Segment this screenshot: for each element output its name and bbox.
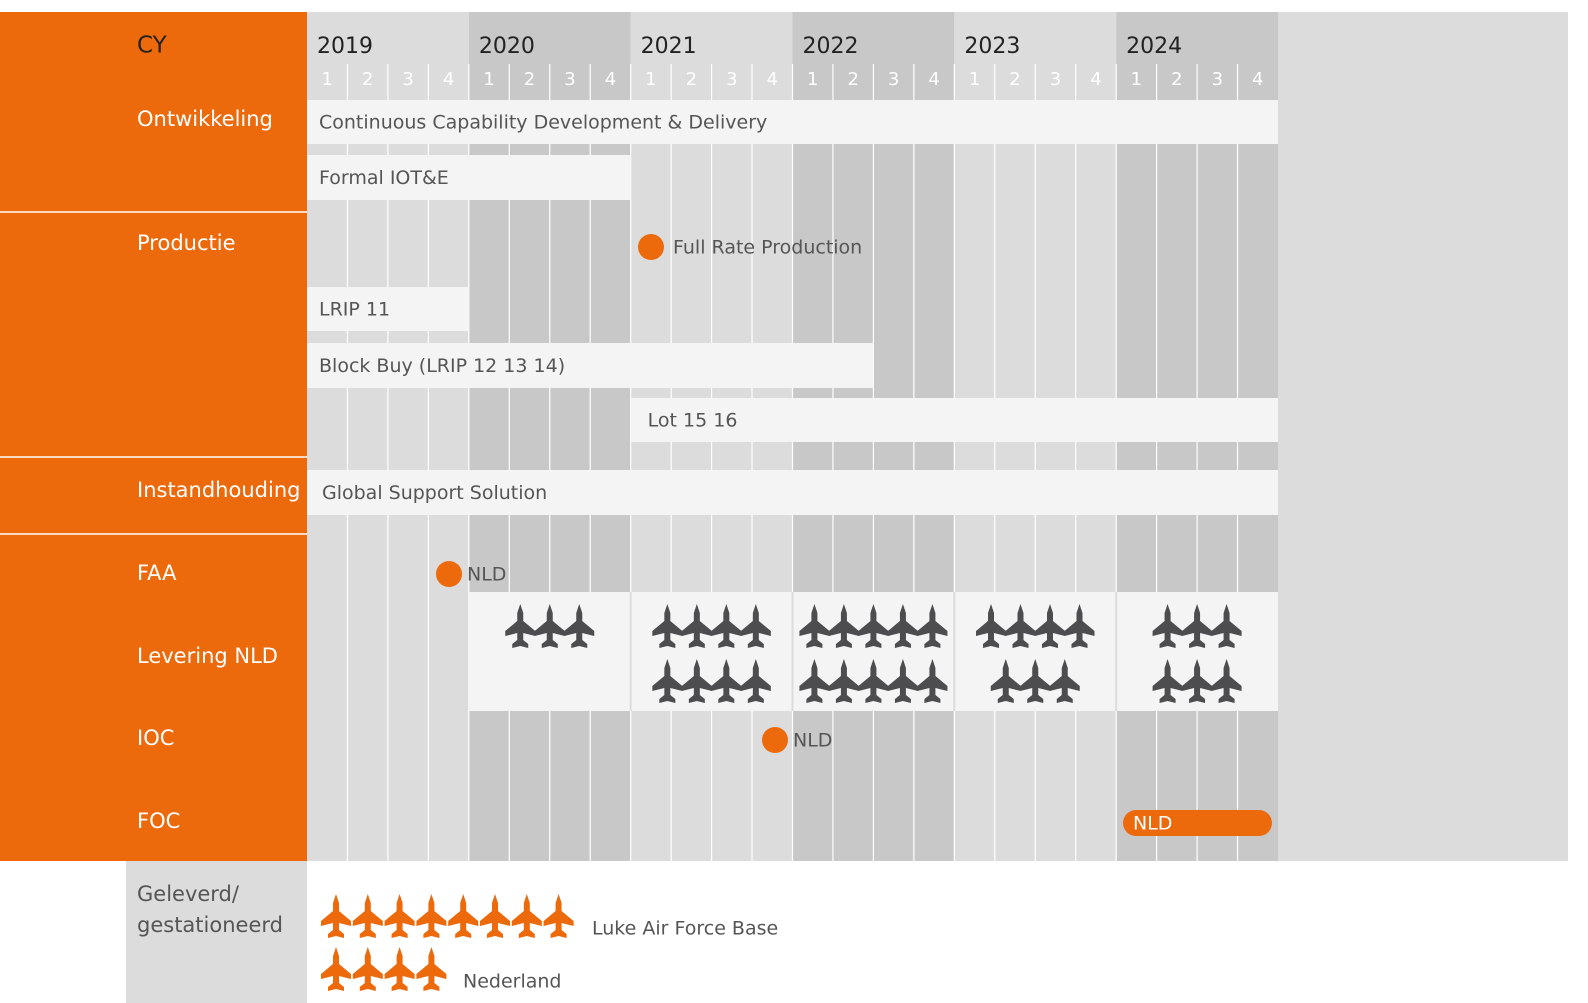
jet-icon xyxy=(384,947,415,991)
jet-icon xyxy=(321,894,351,938)
cy-label: CY xyxy=(137,33,168,59)
jet-icon xyxy=(543,894,574,938)
filler xyxy=(1278,12,1568,861)
quarter-label: 4 xyxy=(767,69,778,90)
quarter-label: 3 xyxy=(402,69,413,90)
location-label: Luke Air Force Base xyxy=(592,918,778,940)
bar-label: Lot 15 16 xyxy=(648,410,738,432)
delivered-label: gestationeerd xyxy=(137,913,283,937)
bar xyxy=(307,100,1278,144)
location-label: Nederland xyxy=(463,971,562,993)
quarter-label: 2 xyxy=(524,69,535,90)
row-label: Ontwikkeling xyxy=(137,107,273,131)
bar-label: Formal IOT&E xyxy=(319,167,449,189)
year-label: 2020 xyxy=(479,34,535,59)
year-label: 2024 xyxy=(1126,34,1182,59)
bar-label: Global Support Solution xyxy=(322,482,547,504)
bar xyxy=(307,343,874,388)
quarter-label: 3 xyxy=(1050,69,1061,90)
milestone xyxy=(638,234,664,260)
milestone-label: Full Rate Production xyxy=(673,237,862,259)
jet-icon xyxy=(352,947,383,991)
label-column xyxy=(0,12,307,861)
quarter-label: 1 xyxy=(322,69,333,90)
quarter-label: 3 xyxy=(1212,69,1223,90)
year-label: 2022 xyxy=(803,34,859,59)
jet-icon xyxy=(352,894,383,938)
bar xyxy=(307,155,631,200)
milestone xyxy=(436,561,462,587)
milestone-label: NLD xyxy=(793,730,832,752)
quarter-label: 1 xyxy=(645,69,656,90)
quarter-label: 2 xyxy=(847,69,858,90)
row-label: Instandhouding xyxy=(137,478,300,502)
year-label: 2019 xyxy=(317,34,373,59)
jet-icon xyxy=(384,894,415,938)
quarter-label: 3 xyxy=(726,69,737,90)
quarter-label: 3 xyxy=(564,69,575,90)
jet-icon xyxy=(448,894,479,938)
bar-label: Block Buy (LRIP 12 13 14) xyxy=(319,355,565,377)
quarter-label: 2 xyxy=(1009,69,1020,90)
quarter-label: 1 xyxy=(807,69,818,90)
quarter-label: 4 xyxy=(443,69,454,90)
jet-icon xyxy=(480,894,510,938)
quarter-label: 4 xyxy=(605,69,616,90)
bar-label: Continuous Capability Development & Deli… xyxy=(319,112,767,134)
quarter-label: 3 xyxy=(888,69,899,90)
foc-bar xyxy=(1123,810,1272,836)
quarter-label: 4 xyxy=(1090,69,1101,90)
jet-icon xyxy=(511,894,542,938)
jet-icon xyxy=(321,947,351,991)
year-label: 2021 xyxy=(641,34,697,59)
bar xyxy=(307,470,1278,515)
row-label: IOC xyxy=(137,726,174,750)
row-label: FAA xyxy=(137,561,177,585)
jet-icon xyxy=(416,947,447,991)
bar-label: LRIP 11 xyxy=(319,299,390,321)
year-label: 2023 xyxy=(964,34,1020,59)
quarter-label: 2 xyxy=(362,69,373,90)
timeline-content: CY Ontwikkeling Productie Instandhouding FAA… xyxy=(137,33,1278,993)
quarter-label: 1 xyxy=(1131,69,1142,90)
bar xyxy=(630,398,1278,442)
jet-icon xyxy=(416,894,447,938)
quarter-label: 4 xyxy=(1252,69,1263,90)
milestone-label: NLD xyxy=(1133,813,1172,835)
timeline-grid: 2019 1 2 3 4 2020 1 2 3 4 2021 1 2 3 4 2022 1 2 3 4 2023 1 2 3 4… xyxy=(307,12,1278,861)
milestone xyxy=(762,727,788,753)
delivered-label-bg xyxy=(126,861,307,1003)
delivered-label: Geleverd/ xyxy=(137,882,240,906)
quarter-label: 1 xyxy=(483,69,494,90)
row-label: Productie xyxy=(137,231,236,255)
bar xyxy=(307,287,469,331)
quarter-label: 4 xyxy=(928,69,939,90)
quarter-label: 2 xyxy=(1171,69,1182,90)
row-label: Levering NLD xyxy=(137,644,278,668)
row-label: FOC xyxy=(137,809,180,833)
quarter-label: 2 xyxy=(686,69,697,90)
quarter-label: 1 xyxy=(969,69,980,90)
milestone-label: NLD xyxy=(467,564,506,586)
